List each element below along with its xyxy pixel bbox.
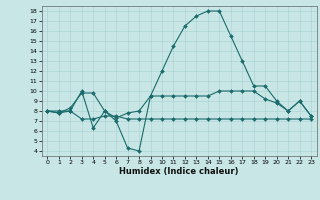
X-axis label: Humidex (Indice chaleur): Humidex (Indice chaleur) (119, 167, 239, 176)
